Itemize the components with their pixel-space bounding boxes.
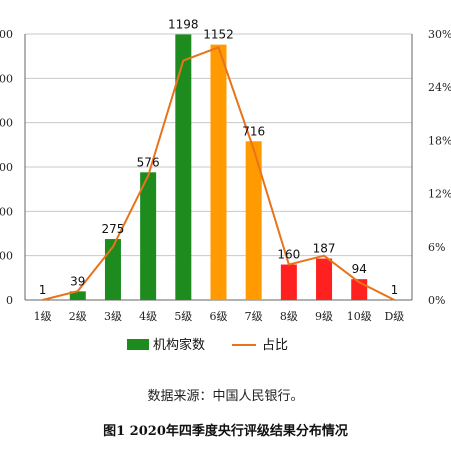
bar [104,239,121,300]
data-label: 716 [242,124,265,138]
data-label: 1198 [168,17,199,31]
data-label: 275 [102,222,125,236]
data-label: 94 [352,262,367,276]
bar [280,264,297,300]
y2-tick-label: 12% [428,188,451,201]
y2-tick-label: 6% [428,241,445,254]
x-tick-label: 2级 [69,310,87,323]
y2-tick-label: 18% [428,134,451,147]
y-tick-label: 00 [0,117,13,130]
x-tick-label: 3级 [104,310,122,323]
data-label: 1 [39,283,47,297]
legend-label: 占比 [262,338,288,353]
y-tick-label: 00 [0,161,13,174]
data-label: 187 [313,242,336,256]
data-label: 160 [277,248,300,262]
data-source: 数据来源：中国人民银行。 [147,389,304,404]
legend-label: 机构家数 [153,337,205,353]
x-tick-label: 10级 [347,310,372,323]
y-tick-label: 00 [0,28,13,41]
ratio-line [42,46,395,301]
x-tick-label: 4级 [139,310,157,323]
y-tick-label: 00 [0,250,13,263]
x-tick-label: D级 [384,310,404,323]
bar [175,34,192,301]
data-label: 39 [70,274,85,288]
data-label: 1152 [203,28,234,42]
y2-tick-label: 0% [428,294,445,307]
figure-caption: 图1 2020年四季度央行评级结果分布情况 [103,424,348,439]
bar [69,291,86,300]
x-tick-label: 1级 [34,310,52,323]
y2-tick-label: 24% [428,81,451,94]
y-tick-label: 0 [6,294,13,307]
bar [316,258,333,300]
x-tick-label: 9级 [315,310,333,323]
x-tick-label: 6级 [210,310,228,323]
x-tick-label: 8级 [280,310,298,323]
data-label: 1 [391,283,399,297]
legend-swatch-bars [127,339,149,350]
bar [210,44,227,300]
x-tick-label: 7级 [245,310,263,323]
bar [140,172,157,300]
y-tick-label: 00 [0,72,13,85]
bar [245,141,262,300]
y-tick-label: 00 [0,205,13,218]
y2-tick-label: 30% [428,28,451,41]
x-tick-label: 5级 [174,310,192,323]
data-label: 576 [137,155,160,169]
